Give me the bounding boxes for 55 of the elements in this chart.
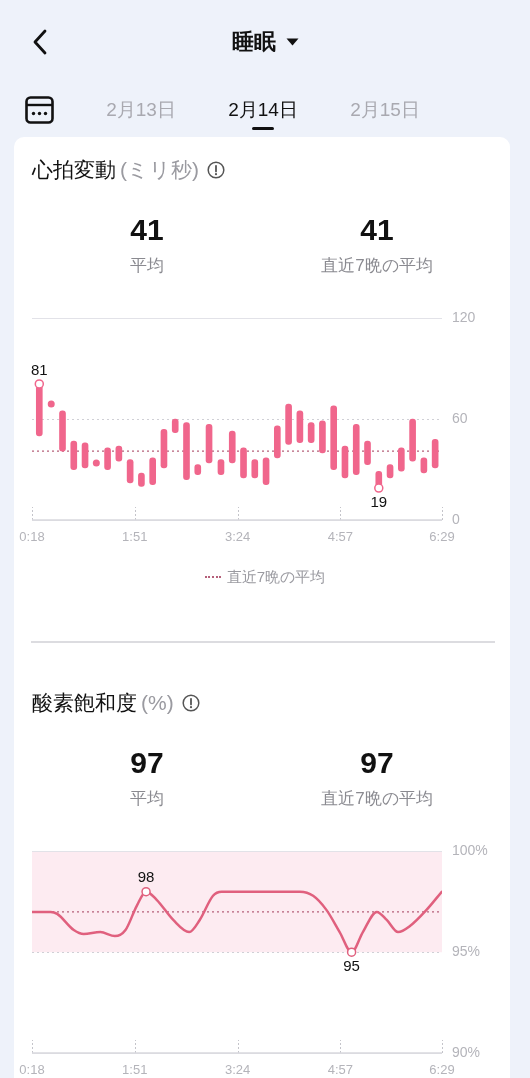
annotation: 81: [30, 360, 48, 378]
bar: [274, 425, 281, 459]
bar: [160, 428, 168, 469]
x-tick-label: 6:29: [429, 1062, 455, 1078]
chart-title: 心拍変動: [32, 157, 116, 183]
x-tick-label: 1:51: [122, 529, 148, 545]
text: 平均: [130, 255, 164, 277]
x-tick-label: 6:29: [429, 529, 455, 545]
bar: [262, 457, 270, 486]
text: 2月15日: [350, 98, 420, 122]
text: 睡眠: [231, 28, 276, 56]
x-tick-label: 3:24: [224, 1062, 251, 1078]
y-tick-label: 0: [452, 510, 460, 527]
chart-subtitle: (%): [141, 691, 174, 715]
bar: [240, 447, 247, 479]
text: 平均: [130, 788, 164, 810]
x-tick-label: 0:18: [19, 1062, 45, 1078]
bar: [319, 420, 326, 454]
bar: [341, 445, 349, 479]
text: 97: [130, 746, 164, 780]
x-tick-label: 4:57: [327, 529, 353, 545]
bar: [330, 405, 338, 470]
y-tick-label: 90%: [452, 1043, 481, 1060]
bar: [183, 422, 190, 481]
x-tick-label: 4:57: [327, 1062, 353, 1078]
bar: [59, 410, 66, 452]
y-tick-label: 100%: [452, 842, 488, 859]
x-tick-label: 3:24: [224, 529, 251, 545]
bar: [205, 423, 213, 464]
annotation: 98: [137, 868, 155, 886]
text: 41: [360, 213, 394, 247]
chart-title: 酸素飽和度: [32, 690, 137, 716]
text: 2月13日: [106, 98, 176, 122]
text: 直近7晩の平均: [321, 255, 433, 277]
bar: [149, 457, 157, 486]
x-tick-label: 1:51: [122, 1062, 148, 1078]
text: 97: [360, 746, 394, 780]
x-tick-label: 0:18: [19, 529, 45, 545]
annotation: 19: [370, 492, 388, 510]
text: 41: [130, 213, 164, 247]
bar: [228, 430, 236, 464]
text: 直近7晩の平均: [321, 788, 433, 810]
bar: [70, 440, 78, 470]
bar: [285, 403, 292, 445]
y-tick-label: 95%: [452, 943, 481, 960]
legend-label: 直近7晩の平均: [226, 567, 326, 587]
chart-subtitle: (ミリ秒): [120, 157, 199, 183]
y-tick-label: 120: [452, 309, 476, 326]
bar: [352, 423, 360, 475]
bar: [296, 410, 304, 444]
bar: [431, 439, 439, 469]
annotation: 95: [343, 956, 360, 974]
bar: [409, 418, 416, 462]
y-tick-label: 60: [452, 410, 468, 427]
text: 2月14日: [228, 98, 298, 122]
